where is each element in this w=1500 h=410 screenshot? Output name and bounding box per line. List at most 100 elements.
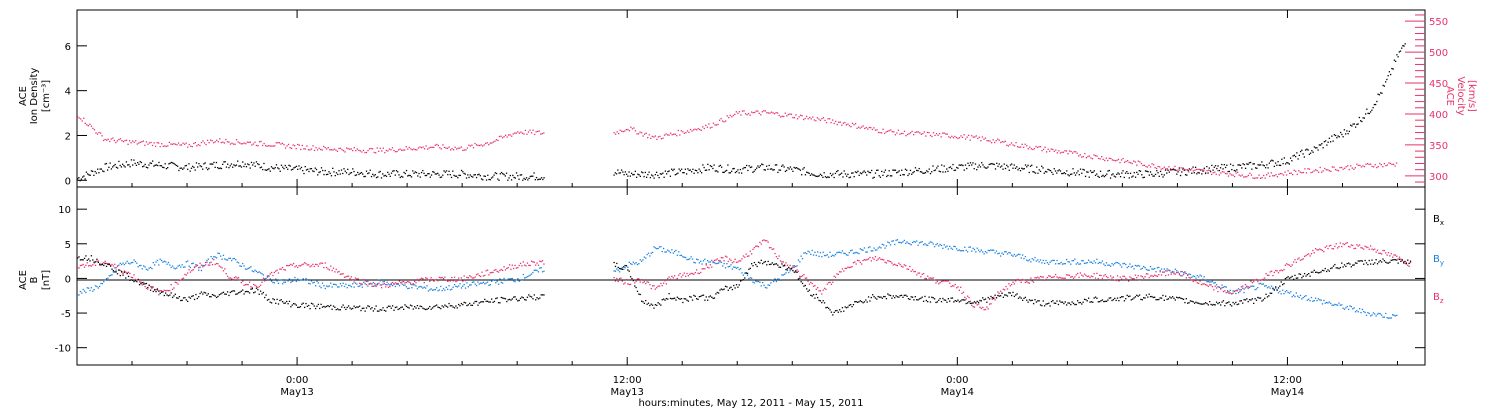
data-point [1291,264,1293,266]
data-point [306,305,309,308]
data-point [244,268,247,270]
data-point [211,263,214,266]
data-point [789,166,792,168]
data-point [1185,277,1187,279]
data-point [346,287,348,289]
data-point [1378,261,1380,263]
data-point [932,277,934,279]
data-point [1386,262,1388,264]
data-point [1017,278,1020,281]
data-point [232,278,234,281]
data-point [543,263,545,265]
data-point [1348,130,1351,133]
data-point [380,287,383,289]
data-point [680,297,683,300]
data-point [687,258,690,261]
data-point [732,114,734,117]
data-point [268,145,270,147]
data-point [993,249,995,251]
data-point [1306,148,1308,150]
data-point [943,280,945,282]
data-point [1228,292,1230,294]
data-point [93,174,95,177]
data-point [275,164,278,166]
data-point [618,271,621,273]
data-point [675,249,677,252]
data-point [242,280,244,282]
data-point [1354,126,1357,128]
data-point [1369,163,1372,165]
data-point [510,277,512,280]
data-point [1383,260,1386,262]
data-point [847,173,849,175]
data-point [927,275,929,277]
data-point [223,142,226,144]
data-point [1125,277,1127,279]
data-point [103,261,105,264]
data-point [314,307,317,310]
data-point [1092,275,1094,278]
data-point [903,174,905,176]
data-point [261,293,263,295]
data-point [921,171,923,173]
data-point [297,168,299,171]
data-point [470,284,472,286]
data-point [925,135,927,137]
data-point [1237,164,1239,166]
data-point [449,289,452,291]
data-point [166,294,168,296]
data-point [342,172,344,175]
data-point [909,169,912,172]
data-point [683,256,685,258]
data-point [196,145,198,147]
data-point [1324,302,1326,304]
data-point [994,168,997,170]
data-point [1367,311,1369,314]
data-point [497,302,500,304]
data-point [946,168,948,170]
data-point [158,161,160,164]
data-point [744,277,746,279]
data-point [702,126,704,128]
data-point [997,138,999,140]
data-point [405,305,408,308]
data-point [755,110,757,112]
data-point [636,290,639,293]
data-point [1334,134,1337,137]
data-point [1151,173,1153,176]
data-point [836,170,838,173]
data-point [675,173,678,175]
data-point [853,124,855,126]
data-point [1010,254,1013,256]
data-point [1225,286,1227,288]
data-point [806,288,808,290]
data-point [269,273,271,275]
data-point [751,166,753,168]
data-point [911,173,913,175]
data-point [972,302,974,304]
data-point [1188,171,1190,173]
data-point [422,287,424,289]
data-point [716,262,718,265]
data-point [1043,279,1046,281]
data-point [1136,277,1138,279]
data-point [156,288,159,290]
data-point [411,149,414,151]
data-point [374,285,376,287]
data-point [478,144,481,147]
data-point [1309,275,1311,277]
data-point [1165,168,1167,170]
data-point [286,300,288,303]
data-point [910,296,912,298]
data-point [1360,311,1362,314]
data-point [536,262,538,264]
data-point [628,261,630,263]
data-point [77,257,79,259]
data-point [724,267,727,269]
data-point [884,295,886,298]
data-point [176,144,178,146]
data-point [888,129,890,132]
data-point [814,297,816,299]
data-point [687,168,689,170]
bottom-left-ylabel: ACE B [nT] [18,270,52,290]
